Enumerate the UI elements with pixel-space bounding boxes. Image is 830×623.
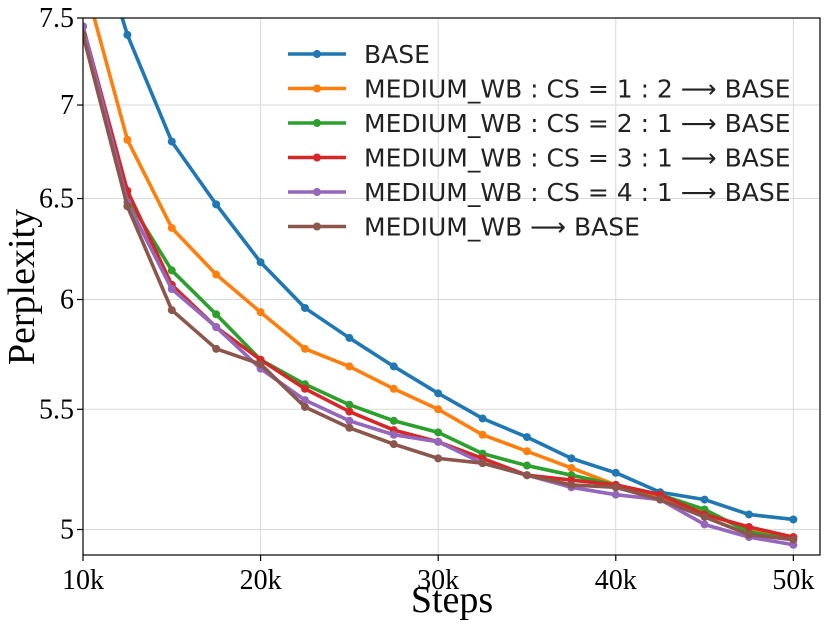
data-point: [478, 414, 487, 423]
legend-swatch-marker: [313, 50, 321, 58]
legend-item: MEDIUM_WB : CS = 4 : 1 ⟶ BASE: [288, 178, 791, 207]
legend-label: MEDIUM_WB : CS = 1 : 2 ⟶ BASE: [364, 75, 791, 104]
data-point: [744, 530, 753, 539]
data-point: [522, 433, 531, 442]
data-point: [567, 463, 576, 472]
data-point: [345, 416, 354, 425]
legend-item: MEDIUM_WB : CS = 1 : 2 ⟶ BASE: [288, 75, 791, 104]
legend-item: MEDIUM_WB : CS = 2 : 1 ⟶ BASE: [288, 109, 791, 138]
data-point: [345, 423, 354, 432]
data-point: [345, 407, 354, 416]
data-point: [744, 510, 753, 519]
data-point: [611, 468, 620, 477]
data-point: [744, 522, 753, 531]
legend-label: MEDIUM_WB : CS = 3 : 1 ⟶ BASE: [364, 144, 791, 173]
y-tick-label: 7: [60, 90, 74, 121]
data-point: [389, 416, 398, 425]
data-point: [389, 362, 398, 371]
data-point: [789, 515, 798, 524]
data-point: [300, 402, 309, 411]
axis-ticks: 10k 20k 30k 40k 50k 5 5.5 6 6.5 7 7.5: [39, 3, 814, 596]
legend-item: MEDIUM_WB ⟶ BASE: [288, 213, 640, 242]
data-point: [389, 430, 398, 439]
data-point: [434, 428, 443, 437]
data-point: [611, 490, 620, 499]
y-tick-label: 5.5: [39, 394, 74, 425]
data-point: [83, 30, 87, 39]
legend-label: BASE: [364, 40, 430, 69]
data-point: [478, 459, 487, 468]
data-point: [789, 535, 798, 544]
x-tick-label: 40k: [595, 565, 637, 596]
plot-frame: [82, 17, 821, 556]
legend: BASE MEDIUM_WB : CS = 1 : 2 ⟶ BASE MEDIUM_…: [288, 40, 791, 242]
data-point: [212, 270, 221, 279]
x-tick-label: 10k: [62, 565, 104, 596]
data-point: [478, 430, 487, 439]
data-point: [300, 303, 309, 312]
legend-swatch-marker: [313, 153, 321, 162]
data-point: [522, 461, 531, 470]
data-point: [434, 389, 443, 398]
data-point: [212, 344, 221, 353]
data-point: [83, 22, 87, 31]
data-point: [700, 512, 709, 521]
legend-swatch-marker: [313, 188, 321, 196]
data-point: [389, 384, 398, 393]
data-point: [300, 396, 309, 405]
data-point: [256, 360, 265, 369]
data-point: [389, 440, 398, 449]
data-point: [256, 258, 265, 267]
data-point: [567, 454, 576, 463]
x-tick-label: 20k: [240, 565, 282, 596]
data-point: [212, 200, 221, 209]
legend-swatch-marker: [313, 119, 321, 127]
data-point: [167, 137, 176, 146]
data-point: [123, 135, 132, 144]
data-point: [345, 362, 354, 371]
series-5: [83, 30, 798, 544]
data-point: [123, 202, 132, 211]
data-point: [522, 471, 531, 480]
data-point: [434, 454, 443, 463]
data-point: [300, 384, 309, 393]
data-point: [345, 400, 354, 409]
data-point: [656, 495, 665, 504]
data-point: [700, 520, 709, 529]
legend-label: MEDIUM_WB ⟶ BASE: [364, 213, 640, 242]
data-point: [212, 323, 221, 332]
x-tick-label: 30k: [417, 565, 459, 596]
x-tick-label: 50k: [772, 565, 814, 596]
data-point: [167, 285, 176, 294]
y-axis-label: Perplexity: [1, 209, 43, 365]
data-point: [611, 483, 620, 492]
data-point: [522, 447, 531, 456]
legend-label: MEDIUM_WB : CS = 4 : 1 ⟶ BASE: [364, 178, 791, 207]
x-axis-label: Steps: [411, 579, 493, 621]
series-0: [120, 18, 798, 524]
data-point: [212, 310, 221, 319]
data-point: [300, 344, 309, 353]
y-tick-label: 5: [60, 515, 74, 546]
data-point: [567, 480, 576, 489]
legend-label: MEDIUM_WB : CS = 2 : 1 ⟶ BASE: [364, 109, 791, 138]
data-point: [167, 223, 176, 232]
data-point: [700, 495, 709, 504]
data-point: [434, 405, 443, 414]
legend-item: MEDIUM_WB : CS = 3 : 1 ⟶ BASE: [288, 144, 791, 173]
legend-item: BASE: [288, 40, 430, 69]
y-tick-label: 6: [60, 285, 74, 316]
legend-swatch-marker: [313, 222, 321, 231]
series-layer: [83, 18, 798, 549]
data-point: [345, 333, 354, 342]
legend-swatch-marker: [313, 84, 321, 93]
y-tick-label: 7.5: [39, 3, 74, 34]
data-point: [434, 437, 443, 446]
y-tick-label: 6.5: [39, 184, 74, 215]
data-point: [167, 306, 176, 315]
data-point: [167, 266, 176, 275]
data-point: [123, 30, 132, 39]
data-point: [256, 308, 265, 317]
